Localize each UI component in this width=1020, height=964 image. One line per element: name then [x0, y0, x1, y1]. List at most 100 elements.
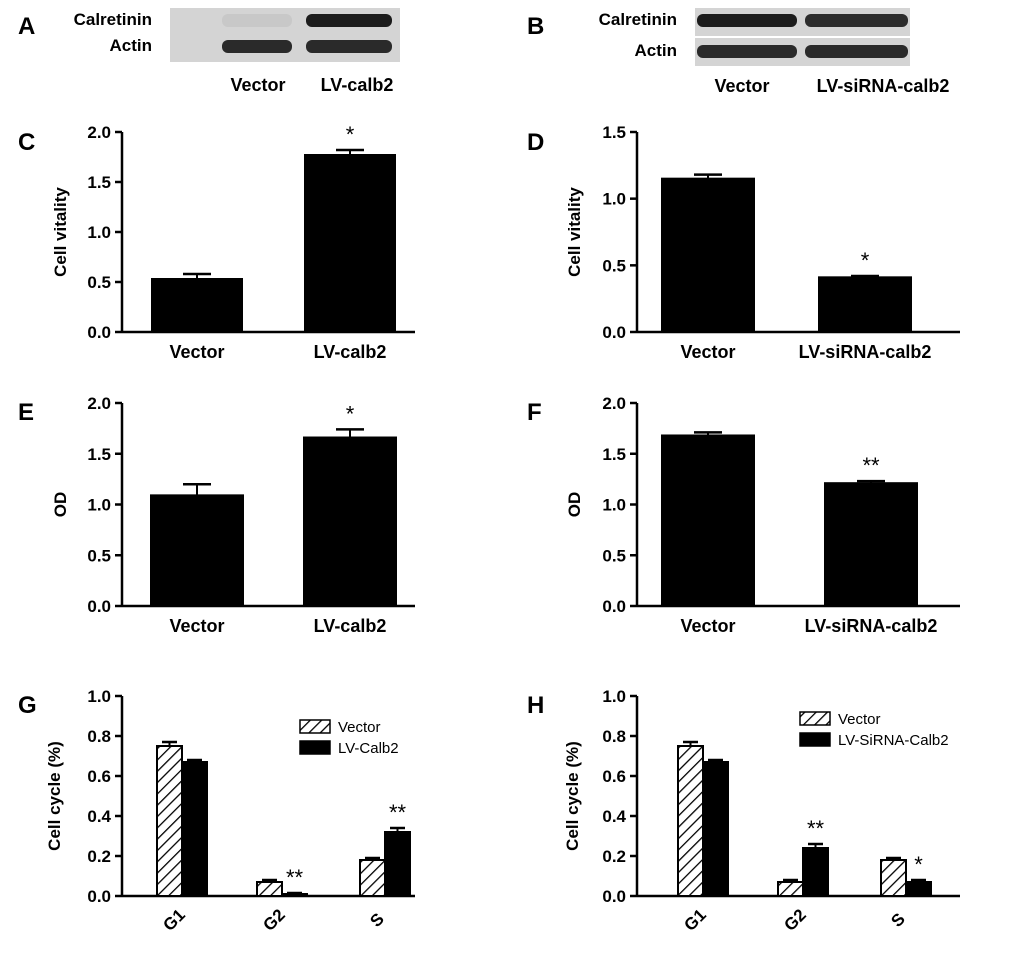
y-tick-label: 0.0 [602, 887, 626, 906]
panel-letter: D [527, 129, 544, 156]
panel-letter: F [527, 399, 542, 426]
x-tick-label: Vector [169, 616, 224, 636]
blot-lane-label: LV-siRNA-calb2 [817, 76, 950, 96]
x-tick-label: LV-siRNA-calb2 [805, 616, 938, 636]
blot-band [222, 40, 292, 53]
blot-lane-label: Vector [714, 76, 769, 96]
panel-letter: C [18, 129, 35, 156]
y-tick-label: 1.5 [87, 173, 111, 192]
x-tick-label: LV-calb2 [314, 616, 387, 636]
blot-band [805, 45, 908, 58]
blot-lane-label: LV-calb2 [321, 75, 394, 95]
y-tick-label: 1.0 [602, 687, 626, 706]
x-tick-label: Vector [169, 342, 224, 362]
legend-swatch [799, 711, 831, 726]
y-tick-label: 1.0 [602, 496, 626, 515]
y-tick-label: 0.8 [602, 727, 626, 746]
bar [156, 745, 183, 897]
y-axis-label: Cell vitality [565, 187, 584, 277]
panel-letter: A [18, 13, 35, 40]
legend-label: LV-Calb2 [338, 740, 399, 757]
y-tick-label: 0.0 [87, 887, 111, 906]
bar [359, 859, 386, 897]
bar [661, 434, 755, 608]
western-blot-layer: A Calretinin Actin Vector LV-calb2 B Calretini… [18, 8, 949, 96]
bar [181, 761, 208, 897]
y-tick-label: 1.0 [87, 223, 111, 242]
chart-panel-G: G 0.0 0.2 0.4 0.6 0.8 1.0 Cell cycle (%) G1 ** G2 *… [18, 687, 415, 935]
bar [303, 436, 397, 608]
y-axis-label: Cell cycle (%) [45, 741, 64, 851]
bar [905, 881, 932, 897]
significance-marker: * [914, 852, 923, 877]
y-tick-label: 1.5 [602, 123, 626, 142]
y-tick-label: 0.0 [602, 597, 626, 616]
x-tick-label: G1 [680, 905, 709, 934]
legend-label: Vector [338, 719, 381, 736]
y-tick-label: 0.4 [602, 807, 626, 826]
legend-swatch [299, 740, 331, 755]
x-tick-label: Vector [680, 616, 735, 636]
y-tick-label: 0.0 [602, 323, 626, 342]
legend-swatch [299, 719, 331, 734]
x-tick-label: G1 [159, 905, 188, 934]
y-axis-label: OD [565, 492, 584, 518]
y-axis-label: OD [51, 492, 70, 518]
y-tick-label: 0.6 [87, 767, 111, 786]
bar [777, 881, 804, 897]
y-tick-label: 0.0 [87, 323, 111, 342]
bar [384, 831, 411, 897]
x-tick-label: S [887, 909, 908, 930]
significance-marker: * [346, 122, 355, 147]
blot-row-label: Actin [635, 41, 678, 60]
x-tick-label: Vector [680, 342, 735, 362]
y-tick-label: 0.8 [87, 727, 111, 746]
y-tick-label: 1.0 [87, 687, 111, 706]
bar [150, 494, 244, 607]
blot-panel-A: A Calretinin Actin Vector LV-calb2 [18, 8, 400, 95]
y-tick-label: 1.5 [602, 445, 626, 464]
blot-band [306, 14, 392, 27]
bar [151, 278, 243, 333]
blot-panel-B: B Calretinin Actin Vector LV-siRNA-calb2 [527, 8, 949, 96]
significance-marker: ** [862, 453, 880, 478]
panel-letter: B [527, 13, 544, 40]
blot-band [222, 14, 292, 27]
blot-band [306, 40, 392, 53]
chart-panel-E: E 0.0 0.5 1.0 1.5 2.0 OD Vector * LV-calb2 [18, 394, 415, 636]
y-tick-label: 0.6 [602, 767, 626, 786]
chart-panel-D: D 0.0 0.5 1.0 1.5 Cell vitality Vector * LV-siRN… [527, 123, 960, 362]
y-tick-label: 2.0 [87, 394, 111, 413]
y-tick-label: 1.0 [87, 496, 111, 515]
chart-panel-H: H 0.0 0.2 0.4 0.6 0.8 1.0 Cell cycle (%) G1 ** G2 *… [527, 687, 960, 935]
x-tick-label: LV-calb2 [314, 342, 387, 362]
blot-row-label: Actin [110, 36, 153, 55]
panel-letter: H [527, 692, 544, 719]
bar [661, 177, 755, 333]
blot-row-label: Calretinin [74, 10, 152, 29]
x-tick-label: G2 [259, 905, 288, 934]
x-tick-label: LV-siRNA-calb2 [799, 342, 932, 362]
significance-marker: ** [286, 865, 304, 890]
blot-lane-label: Vector [230, 75, 285, 95]
significance-marker: * [346, 401, 355, 426]
blot-row-label: Calretinin [599, 10, 677, 29]
blot-band [805, 14, 908, 27]
bar [824, 482, 918, 607]
bar [677, 745, 704, 897]
y-axis-label: Cell vitality [51, 187, 70, 277]
y-tick-label: 2.0 [87, 123, 111, 142]
bar [256, 881, 283, 897]
y-tick-label: 0.2 [602, 847, 626, 866]
y-tick-label: 1.5 [87, 445, 111, 464]
blot-band [697, 14, 797, 27]
panel-letter: E [18, 399, 34, 426]
y-tick-label: 0.4 [87, 807, 111, 826]
y-tick-label: 0.5 [602, 546, 626, 565]
y-tick-label: 0.5 [87, 546, 111, 565]
bar [818, 276, 912, 334]
x-tick-label: S [366, 909, 387, 930]
legend-swatch [799, 732, 831, 747]
bar [281, 893, 308, 897]
